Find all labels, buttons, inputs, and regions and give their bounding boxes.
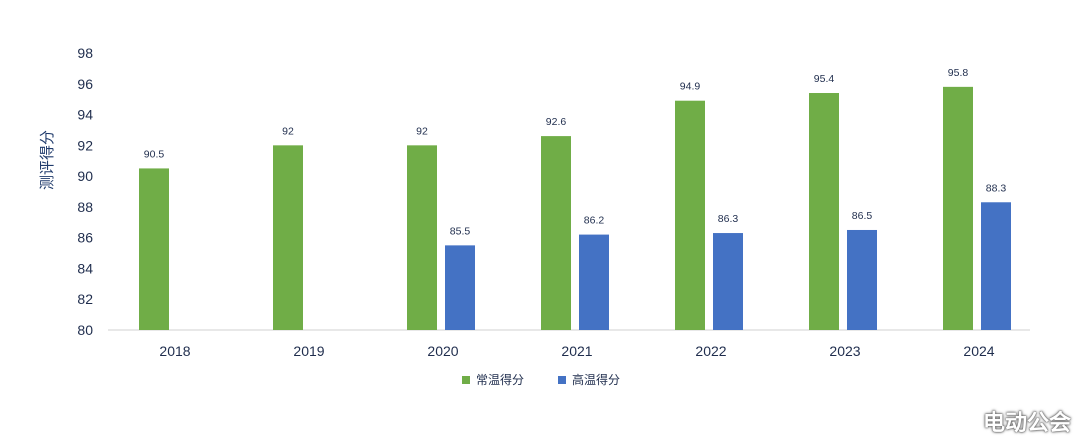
legend-label: 常温得分	[476, 373, 525, 387]
data-label: 88.3	[986, 182, 1007, 194]
data-label: 86.5	[852, 210, 873, 222]
data-label: 92	[416, 125, 428, 137]
y-tick-label: 80	[77, 322, 93, 338]
y-axis: 80 82 84 86 88 90 92 94 96 98	[77, 45, 93, 338]
y-tick-label: 96	[77, 76, 93, 92]
y-tick-label: 86	[77, 230, 93, 246]
bars-group: 90.5 92 92 85.5 92.6 86.2 94.9 86.3 95.4 86.5 95.8…	[139, 67, 1011, 330]
bar-normal-2018	[139, 168, 169, 330]
y-axis-title: 测评得分	[39, 130, 56, 190]
x-tick-label: 2018	[159, 343, 190, 359]
bar-high-2023	[847, 229, 877, 330]
watermark-text: 电动公会	[982, 410, 1071, 435]
bar-normal-2021	[541, 136, 571, 330]
data-label: 85.5	[450, 225, 471, 237]
bar-normal-2020	[407, 145, 437, 330]
data-label: 86.3	[718, 213, 739, 225]
data-label: 92.6	[546, 116, 567, 128]
data-label: 95.4	[814, 73, 835, 85]
y-tick-label: 82	[77, 291, 93, 307]
x-tick-label: 2024	[963, 343, 994, 359]
x-tick-label: 2019	[293, 343, 324, 359]
bar-high-2024	[981, 202, 1011, 330]
data-label: 95.8	[948, 67, 969, 79]
bar-normal-2019	[273, 145, 303, 330]
legend-item-high-temp: 高温得分	[558, 371, 620, 388]
legend-item-normal-temp: 常温得分	[462, 371, 524, 388]
y-tick-label: 84	[77, 260, 93, 276]
x-tick-label: 2021	[561, 343, 592, 359]
x-tick-label: 2022	[695, 343, 726, 359]
x-axis: 2018 2019 2020 2021 2022 2023 2024	[159, 343, 994, 359]
y-tick-label: 94	[77, 107, 93, 123]
legend: 常温得分 高温得分	[462, 371, 620, 388]
legend-label: 高温得分	[572, 373, 621, 387]
data-label: 92	[282, 125, 294, 137]
data-label: 90.5	[144, 148, 165, 160]
y-tick-label: 92	[77, 137, 93, 153]
bar-normal-2022	[675, 100, 705, 330]
watermark: 电动公会	[951, 405, 1071, 437]
x-tick-label: 2020	[427, 343, 458, 359]
bar-normal-2023	[809, 93, 839, 330]
bar-high-2022	[713, 233, 743, 330]
y-tick-label: 88	[77, 199, 93, 215]
weibo-icon	[951, 411, 977, 432]
bar-high-2021	[579, 234, 609, 330]
y-tick-label: 98	[77, 45, 93, 61]
data-label: 86.2	[584, 215, 605, 227]
bar-normal-2024	[943, 86, 973, 330]
bar-high-2020	[445, 245, 475, 330]
legend-swatch-blue	[558, 375, 567, 384]
data-label: 94.9	[680, 81, 701, 93]
x-tick-label: 2023	[829, 343, 860, 359]
legend-swatch-green	[462, 375, 470, 384]
y-tick-label: 90	[77, 168, 93, 184]
